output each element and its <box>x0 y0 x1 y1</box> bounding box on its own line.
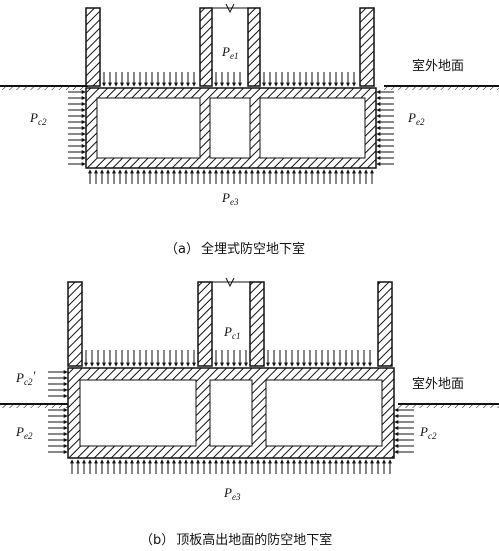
ground-line-a <box>0 85 499 90</box>
roof-pressure-arrows-b <box>84 350 372 367</box>
label-pe2-prime-b: Pc2' <box>15 368 35 387</box>
left-pressure-arrows-a <box>68 90 86 166</box>
label-pe2-right-b: Pc2 <box>419 424 437 441</box>
upper-walls-a <box>85 3 375 87</box>
ground-line-b <box>0 403 499 408</box>
ground-label-b: 室外地面 <box>412 376 464 392</box>
label-pe2-left-a: Pc2 <box>29 110 47 127</box>
left-pressure-arrows-b-upper <box>48 370 68 398</box>
label-pe3-b: Pe3 <box>223 485 241 502</box>
right-pressure-arrows-a <box>376 90 394 166</box>
caption-a: （a） 全埋式防空地下室 <box>165 241 305 257</box>
label-pe1-b: Pc1 <box>223 324 240 341</box>
label-pe3-a: Pe3 <box>221 190 239 207</box>
figure-a: Pe1 Pc2 Pe2 Pe3 室外地面 （a） 全埋式防空地下室 <box>0 3 499 257</box>
basement-b <box>67 367 395 459</box>
roof-pressure-arrows-a <box>102 72 356 87</box>
label-pe2-left-b: Pe2 <box>15 424 33 441</box>
label-pe1-a: Pe1 <box>221 44 238 61</box>
ground-label-a: 室外地面 <box>412 58 464 74</box>
bottom-pressure-arrows-b <box>70 459 392 474</box>
upper-walls-b <box>67 277 393 367</box>
label-pe2-right-a: Pe2 <box>407 110 425 127</box>
caption-b: （b） 顶板高出地面的防空地下室 <box>140 532 332 548</box>
left-pressure-arrows-b <box>48 408 68 454</box>
basement-a <box>85 87 377 169</box>
figure-b: Pc1 Pc2' Pe2 Pc2 Pe3 室外地面 （b） 顶板高出地面的防空地下… <box>0 277 499 548</box>
bottom-pressure-arrows-a <box>88 169 374 184</box>
right-pressure-arrows-b <box>394 408 414 454</box>
